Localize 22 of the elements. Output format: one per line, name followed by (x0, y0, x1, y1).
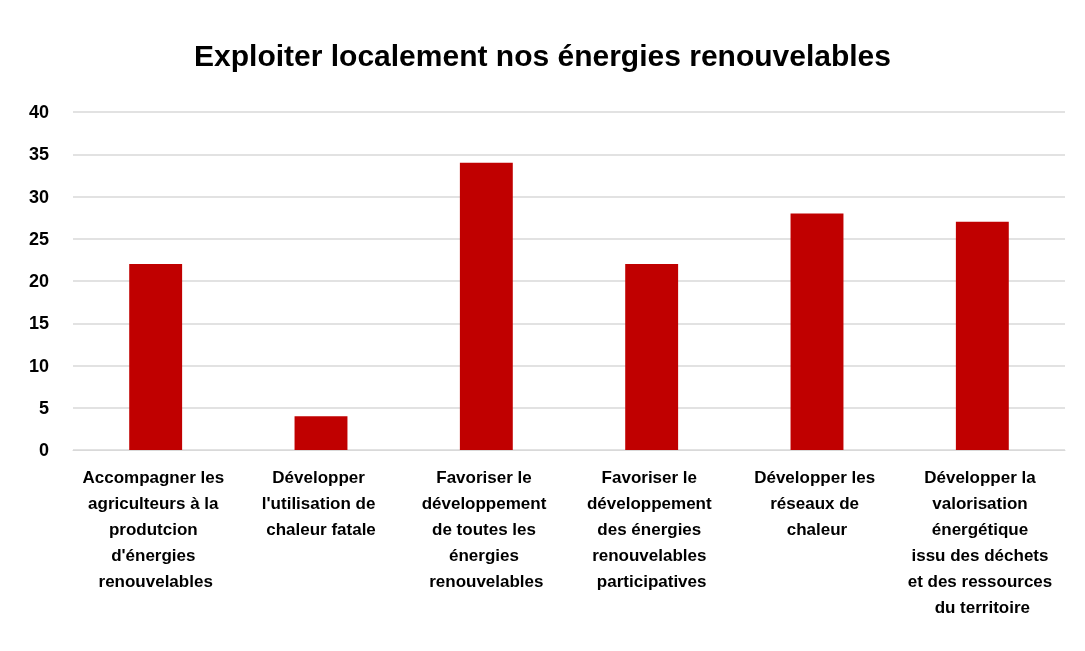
y-tick-label: 5 (38, 397, 49, 418)
y-tick-label: 10 (28, 355, 49, 376)
bar (129, 264, 183, 450)
x-tick-label: Favoriser le développement des énergies renouvelables participatives (586, 467, 717, 591)
x-tick-label: Développer l'utilisation de chaleur fatale (261, 467, 381, 539)
y-tick-label: 0 (38, 440, 49, 460)
bar (294, 416, 348, 450)
y-tick-label: 40 (28, 102, 49, 122)
bar (790, 213, 844, 450)
x-tick-label: Développer les réseaux de chaleur (754, 467, 880, 539)
y-tick-label: 20 (28, 271, 49, 291)
x-tick-label: Développer la valorisation énergétique issu des déchets et des ressources du territoire (907, 467, 1057, 617)
x-tick-label: Favoriser le développement de toutes les énergies renouvelables (421, 467, 552, 591)
y-tick-label: 25 (28, 228, 49, 249)
y-tick-label: 15 (28, 313, 49, 334)
bar (625, 264, 679, 450)
bar (459, 162, 513, 450)
y-tick-label: 30 (28, 186, 49, 207)
bar (955, 221, 1009, 450)
chart-title: Exploiter localement nos énergies renouvelables (194, 38, 891, 72)
y-tick-label: 35 (28, 144, 49, 165)
x-tick-label: Accompagner les agriculteurs à la produtcion d'énergies renouvelables (82, 467, 229, 591)
